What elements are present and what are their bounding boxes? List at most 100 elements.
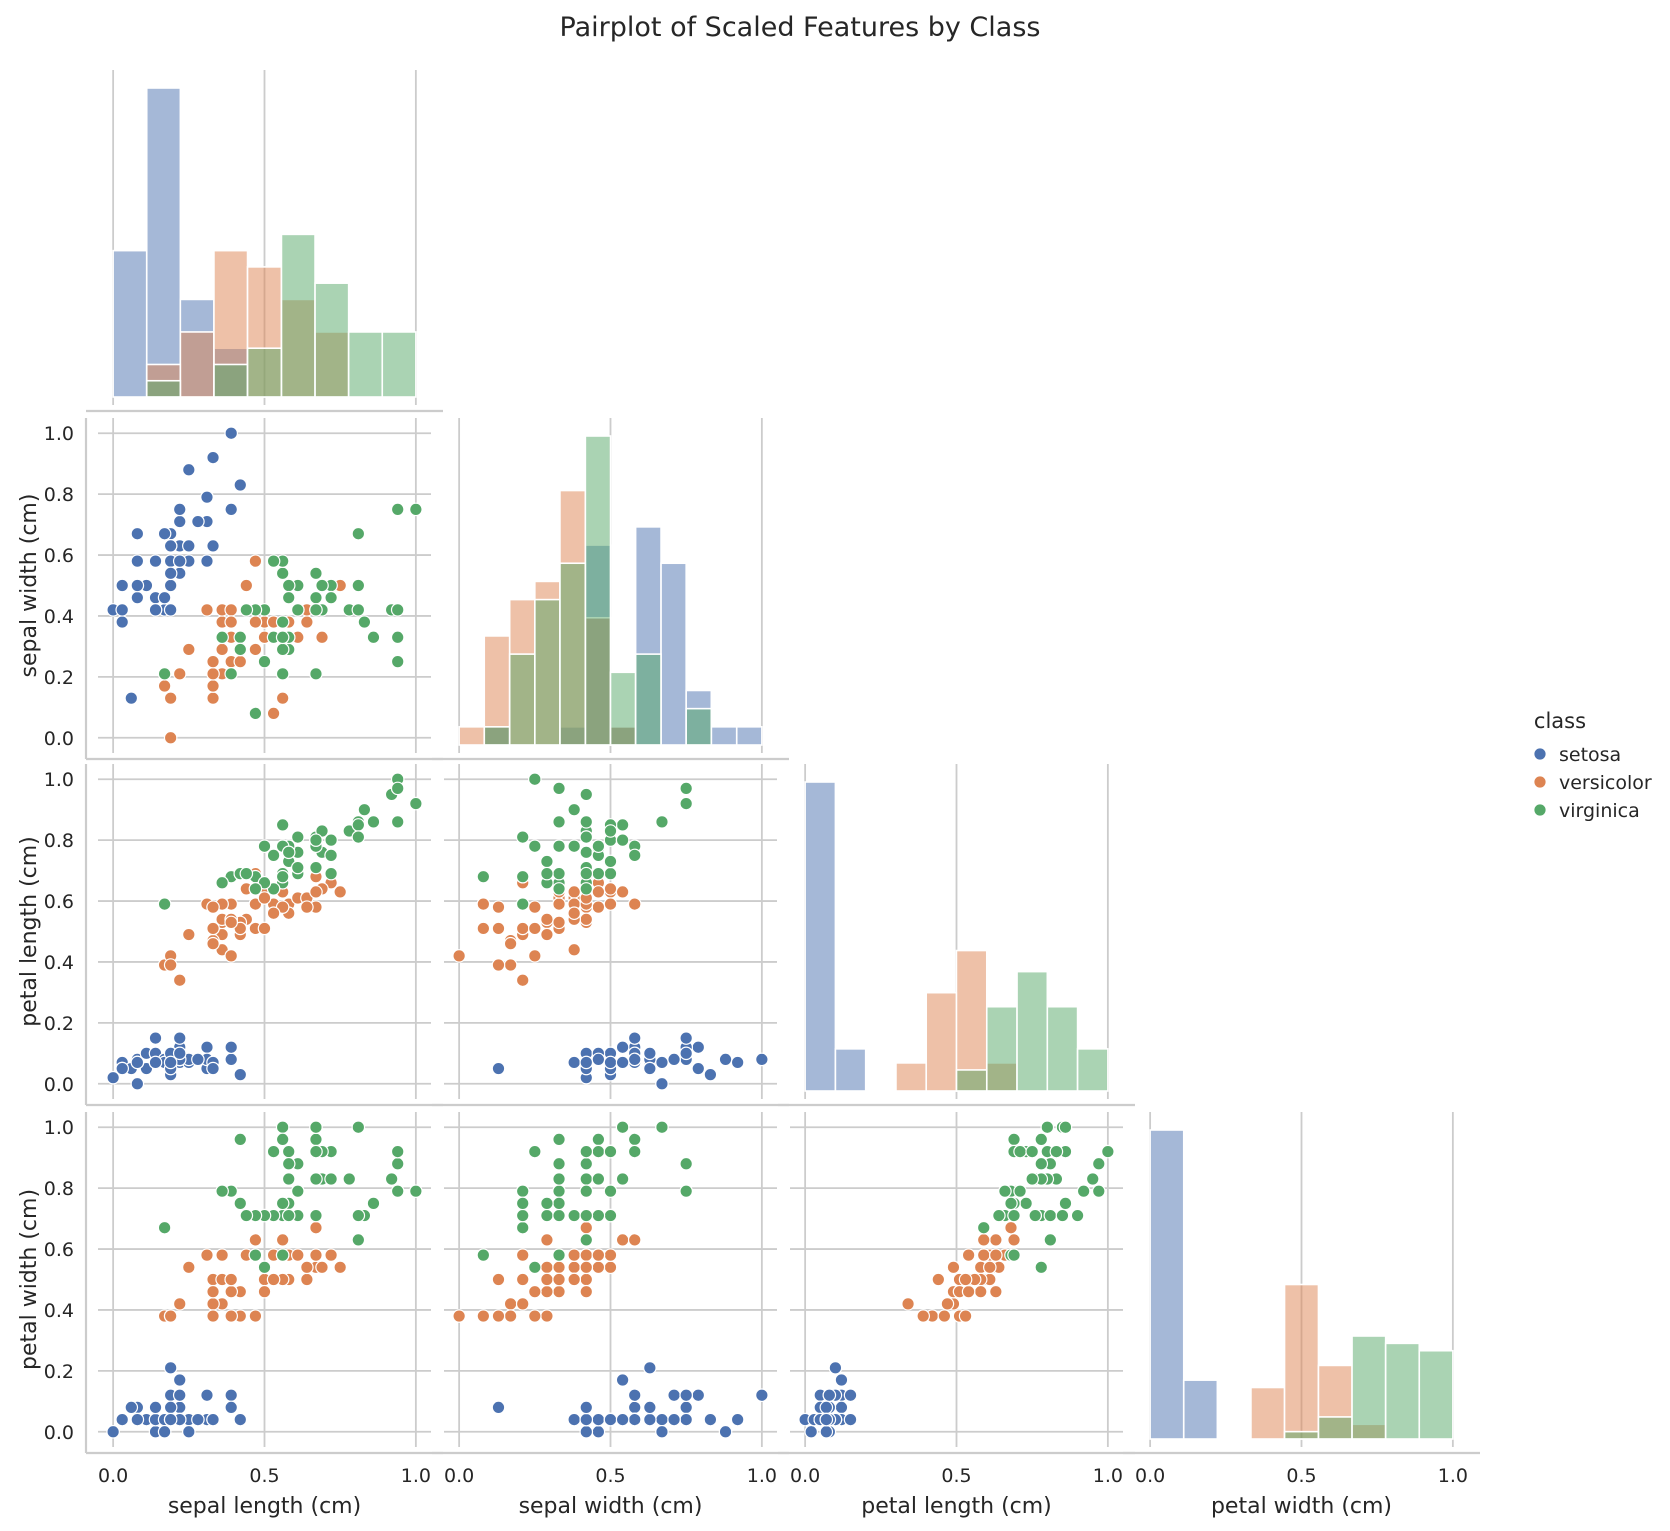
x-axis-title: sepal width (cm) bbox=[519, 1494, 703, 1519]
legend-item-setosa: setosa bbox=[1533, 744, 1621, 766]
scatter-point-setosa bbox=[691, 1040, 706, 1055]
scatter-point-versicolor bbox=[476, 897, 491, 911]
legend-item-versicolor: versicolor bbox=[1533, 772, 1652, 794]
scatter-point-virginica bbox=[266, 1144, 281, 1159]
scatter-point-versicolor bbox=[266, 906, 281, 921]
scatter-point-versicolor bbox=[946, 1260, 961, 1275]
scatter-point-virginica bbox=[248, 706, 263, 721]
scatter-point-versicolor bbox=[515, 973, 530, 988]
scatter-point-versicolor bbox=[200, 603, 214, 617]
scatter-point-virginica bbox=[390, 1156, 405, 1171]
scatter-point-setosa bbox=[206, 450, 220, 465]
scatter-point-virginica bbox=[540, 1208, 554, 1223]
scatter-point-setosa bbox=[567, 1055, 581, 1070]
scatter-point-versicolor bbox=[476, 1309, 491, 1323]
scatter-point-setosa bbox=[755, 1388, 769, 1403]
histogram-bar-setosa bbox=[735, 726, 763, 746]
scatter-point-versicolor bbox=[567, 1272, 581, 1287]
histogram-bar-virginica bbox=[985, 1005, 1018, 1092]
scatter-point-virginica bbox=[515, 830, 530, 844]
scatter-point-virginica bbox=[1085, 1172, 1100, 1186]
scatter-point-virginica bbox=[224, 667, 238, 681]
scatter-point-virginica bbox=[591, 866, 606, 881]
scatter-point-virginica bbox=[366, 630, 381, 645]
scatter-point-virginica bbox=[1034, 1132, 1049, 1147]
panel-sepal-width-vs-sepal-width bbox=[432, 418, 789, 761]
scatter-point-versicolor bbox=[552, 915, 566, 930]
scatter-point-setosa bbox=[667, 1412, 681, 1427]
panel-petal-length-vs-sepal-width bbox=[432, 764, 789, 1107]
scatter-point-setosa bbox=[206, 1412, 220, 1427]
scatter-point-setosa bbox=[567, 1412, 581, 1427]
scatter-point-virginica bbox=[357, 615, 372, 629]
scatter-point-versicolor bbox=[603, 882, 618, 896]
scatter-point-versicolor bbox=[206, 1297, 220, 1311]
scatter-point-versicolor bbox=[515, 921, 530, 936]
scatter-point-virginica bbox=[552, 839, 566, 854]
scatter-point-versicolor bbox=[224, 949, 238, 963]
histogram-bar-virginica bbox=[213, 363, 249, 398]
scatter-point-versicolor bbox=[315, 1260, 329, 1275]
legend-marker-setosa bbox=[1533, 747, 1547, 761]
scatter-point-setosa bbox=[200, 490, 214, 504]
scatter-point-setosa bbox=[224, 426, 238, 441]
scatter-point-virginica bbox=[239, 866, 254, 881]
scatter-point-virginica bbox=[1034, 1156, 1049, 1171]
scatter-point-virginica bbox=[324, 833, 338, 847]
scatter-point-versicolor bbox=[333, 1260, 347, 1275]
scatter-point-setosa bbox=[115, 1412, 130, 1427]
scatter-point-virginica bbox=[615, 833, 630, 847]
legend-item-virginica: virginica bbox=[1533, 800, 1640, 822]
scatter-point-virginica bbox=[992, 1208, 1006, 1223]
scatter-point-versicolor bbox=[172, 973, 187, 988]
scatter-point-versicolor bbox=[206, 667, 220, 681]
scatter-point-setosa bbox=[130, 1055, 145, 1070]
scatter-point-setosa bbox=[172, 554, 187, 568]
scatter-point-setosa bbox=[163, 1055, 178, 1070]
scatter-point-setosa bbox=[115, 578, 130, 593]
scatter-point-versicolor bbox=[579, 1220, 594, 1235]
histogram-bar-virginica bbox=[381, 331, 417, 398]
scatter-point-setosa bbox=[115, 615, 130, 629]
scatter-point-virginica bbox=[357, 802, 372, 817]
scatter-point-setosa bbox=[148, 1055, 163, 1070]
y-tick-label: 1.0 bbox=[44, 1117, 74, 1139]
scatter-point-versicolor bbox=[491, 958, 506, 972]
scatter-point-virginica bbox=[579, 787, 594, 802]
scatter-point-virginica bbox=[342, 1172, 357, 1186]
panel-petal-width-vs-petal-length: 0.0 0.5 1.0 petal length (cm) bbox=[778, 1112, 1135, 1519]
scatter-point-setosa bbox=[679, 1046, 693, 1061]
scatter-point-setosa bbox=[206, 1061, 220, 1076]
scatter-point-virginica bbox=[309, 1144, 323, 1159]
y-tick-label: 0.0 bbox=[44, 1074, 74, 1096]
scatter-point-virginica bbox=[579, 1233, 594, 1247]
y-tick-label: 0.8 bbox=[44, 484, 74, 506]
scatter-point-versicolor bbox=[257, 891, 272, 905]
scatter-point-virginica bbox=[591, 1172, 606, 1186]
scatter-point-virginica bbox=[615, 1172, 630, 1186]
scatter-point-setosa bbox=[233, 478, 248, 492]
scatter-point-setosa bbox=[157, 590, 172, 605]
scatter-point-versicolor bbox=[300, 1272, 314, 1287]
scatter-point-versicolor bbox=[552, 897, 566, 911]
scatter-point-virginica bbox=[603, 824, 618, 838]
scatter-point-versicolor bbox=[333, 885, 347, 899]
scatter-point-virginica bbox=[239, 1208, 254, 1223]
scatter-point-versicolor bbox=[901, 1297, 915, 1311]
scatter-point-versicolor bbox=[540, 1260, 554, 1275]
scatter-point-setosa bbox=[819, 1412, 834, 1427]
y-tick-label: 0.2 bbox=[44, 1013, 74, 1035]
scatter-point-versicolor bbox=[579, 1272, 594, 1287]
scatter-point-versicolor bbox=[275, 691, 290, 705]
scatter-point-versicolor bbox=[266, 706, 281, 721]
scatter-point-virginica bbox=[309, 833, 323, 847]
scatter-point-setosa bbox=[163, 539, 178, 553]
scatter-point-setosa bbox=[667, 1052, 681, 1067]
chart-title: Pairplot of Scaled Features by Class bbox=[560, 12, 1041, 43]
scatter-point-versicolor bbox=[567, 885, 581, 899]
scatter-point-virginica bbox=[579, 830, 594, 844]
scatter-point-versicolor bbox=[224, 1284, 238, 1299]
scatter-point-virginica bbox=[579, 845, 594, 860]
histogram-bar-virginica bbox=[280, 233, 316, 398]
scatter-point-setosa bbox=[224, 1052, 238, 1067]
